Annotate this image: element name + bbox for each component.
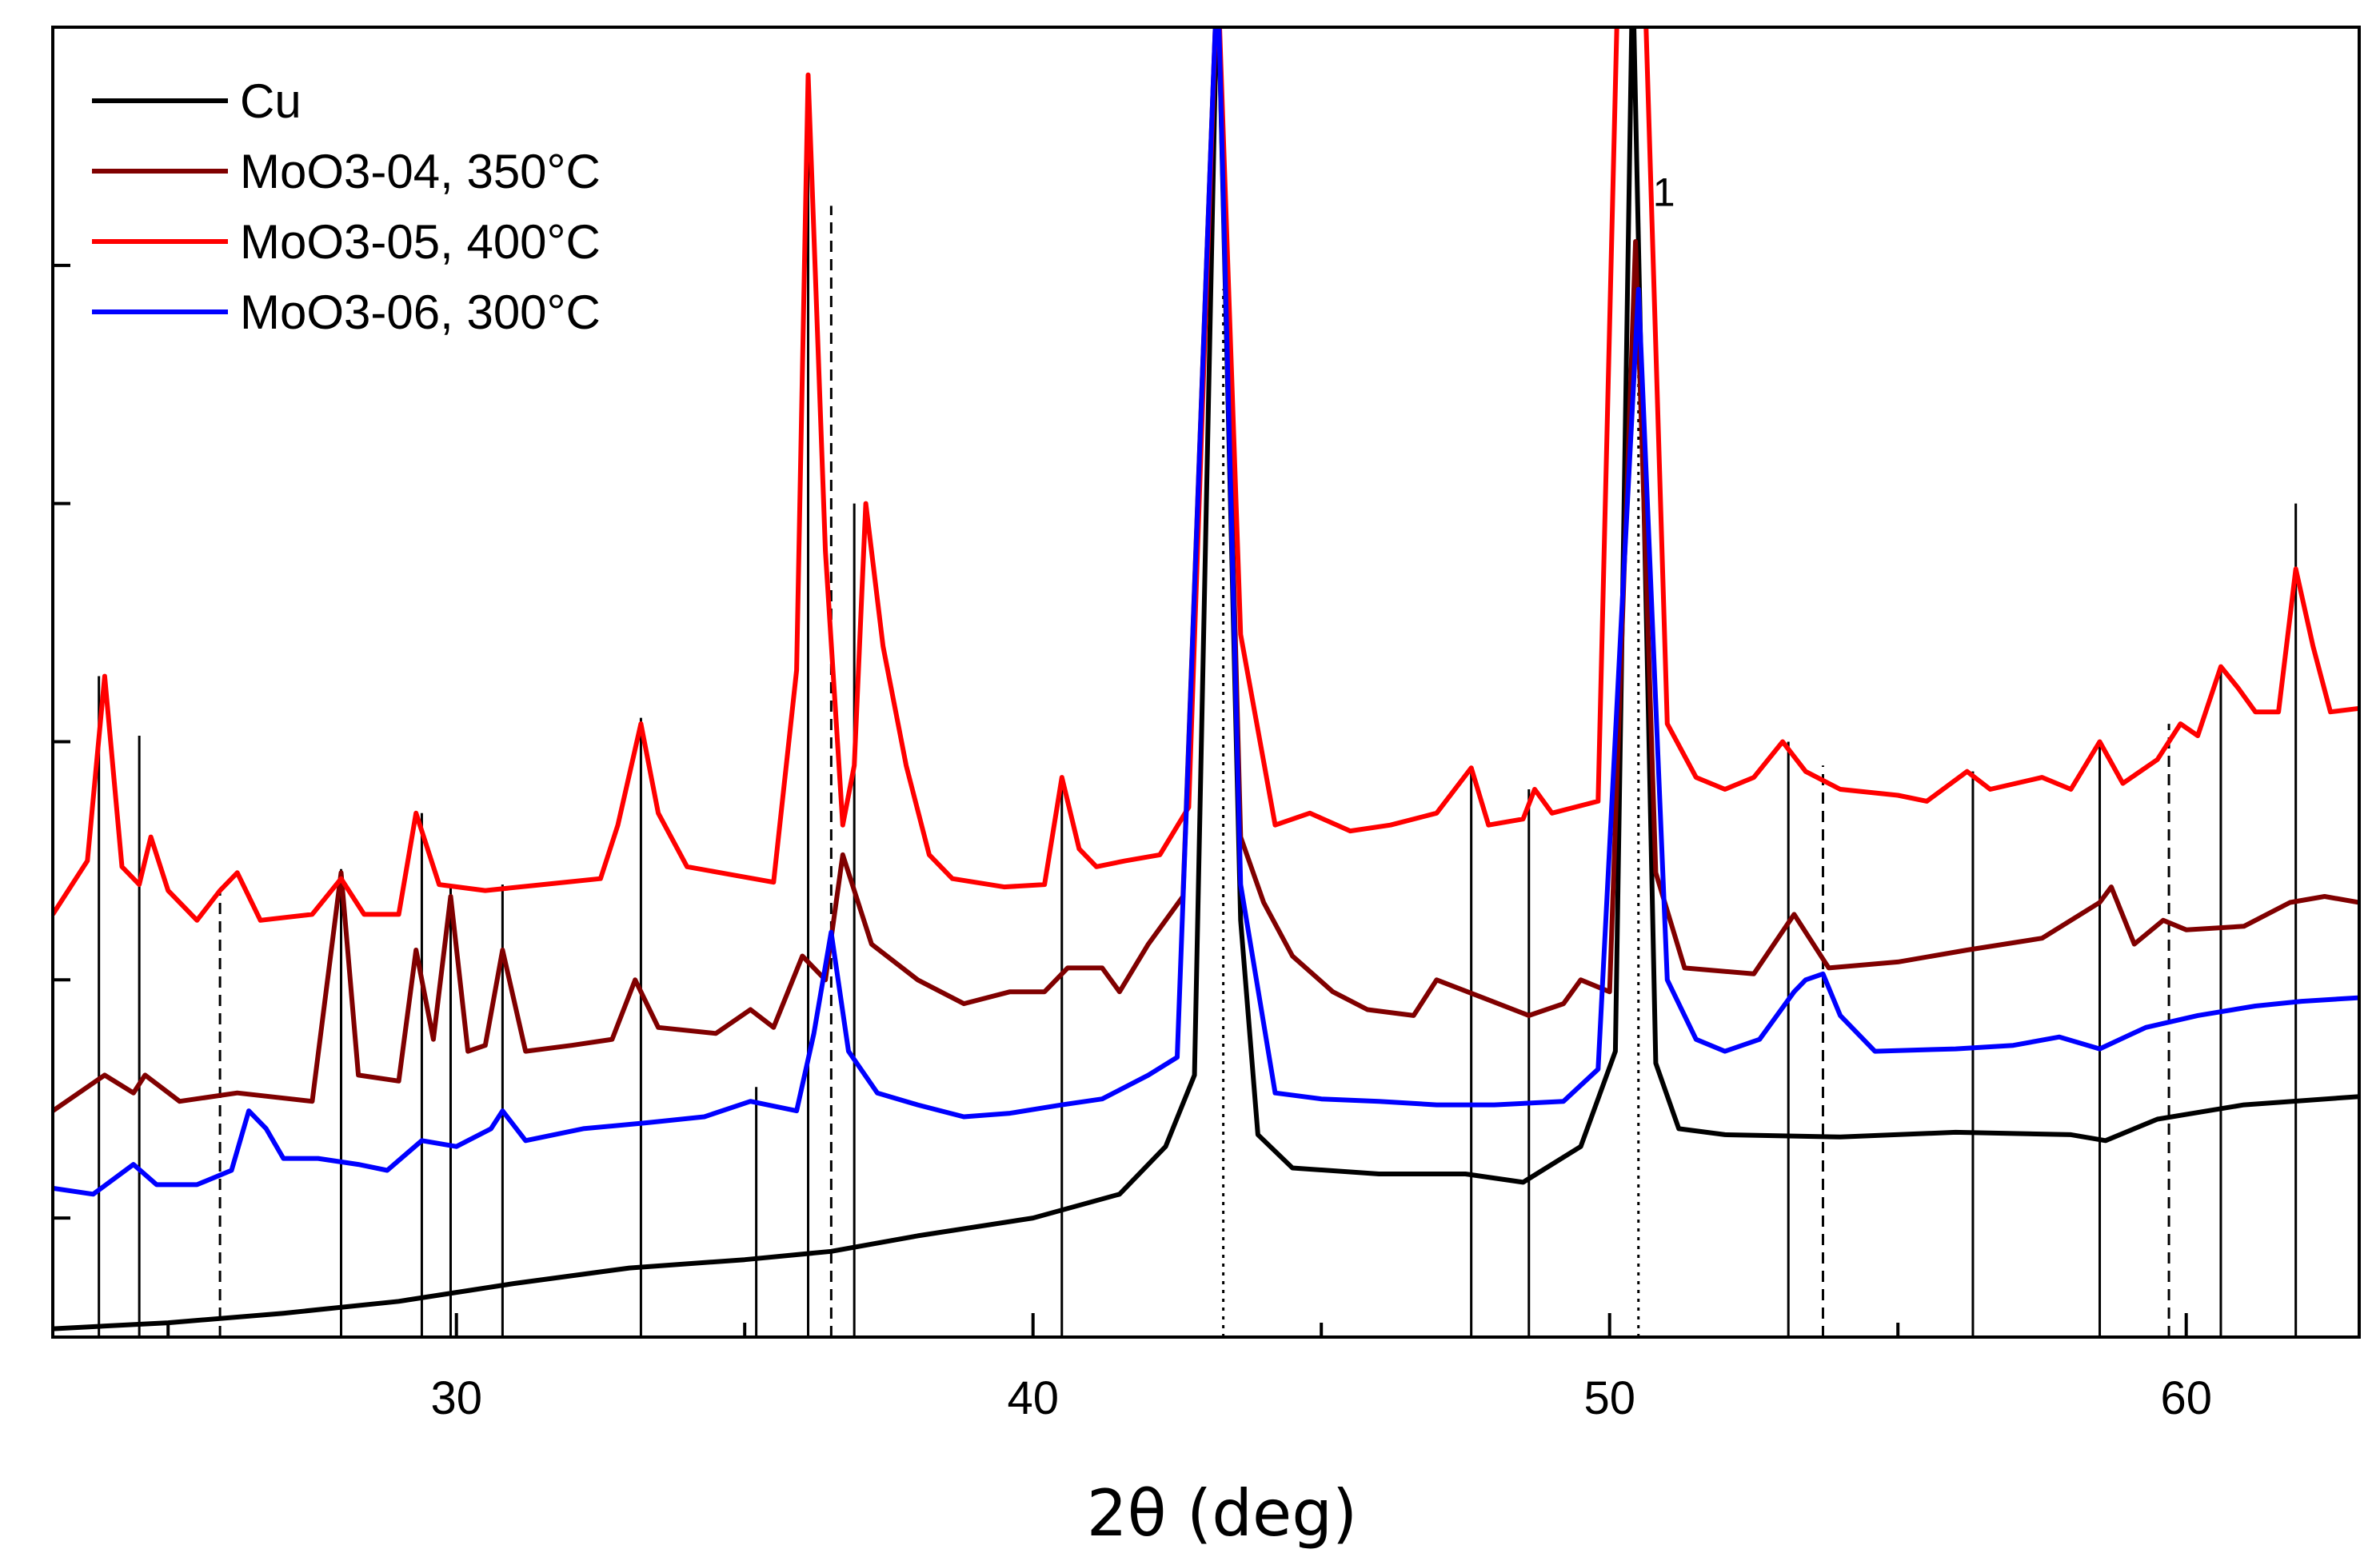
annotation-0: 1 — [1653, 170, 1675, 214]
plot-frame — [51, 26, 2361, 1339]
x-axis-title: 2θ (deg) — [1087, 1476, 1357, 1551]
x-tick-label-40: 40 — [1007, 1372, 1059, 1424]
legend-label-0: Cu — [240, 74, 301, 128]
legend: Cu MoO3-04, 350°C MoO3-05, 400°C MoO3-06, 3… — [92, 74, 601, 339]
data-series — [53, 27, 2359, 1331]
x-tick-label-50: 50 — [1583, 1372, 1635, 1424]
annotations: 1 — [1653, 170, 1675, 214]
series-line-0 — [53, 27, 2359, 1331]
legend-label-2: MoO3-05, 400°C — [240, 215, 601, 269]
axes: 30 40 50 60 — [53, 26, 2212, 1424]
legend-label-3: MoO3-06, 300°C — [240, 285, 601, 339]
x-tick-label-30: 30 — [430, 1372, 482, 1424]
series-line-2 — [53, 27, 2359, 923]
legend-label-1: MoO3-04, 350°C — [240, 145, 601, 198]
series-line-1 — [53, 27, 2359, 1113]
x-tick-label-60: 60 — [2160, 1372, 2212, 1424]
series-line-3 — [53, 27, 2359, 1197]
reference-lines — [98, 146, 2298, 1337]
